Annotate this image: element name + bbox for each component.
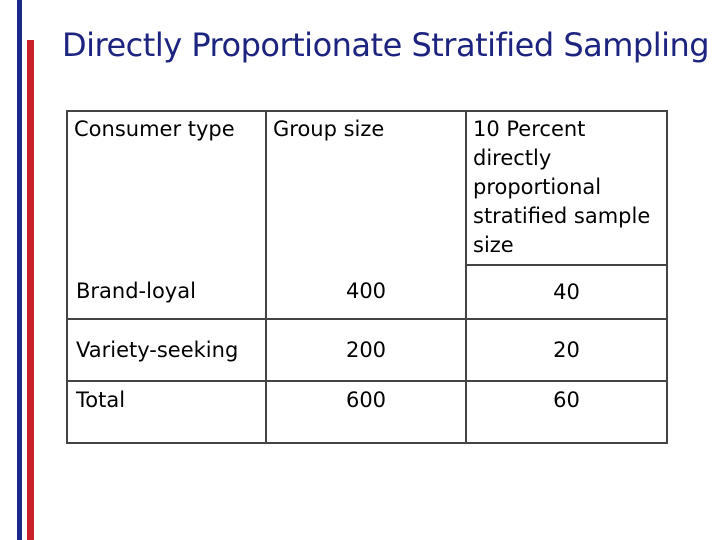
cell-sample-size: 60 [465,380,667,443]
table-row: Brand-loyal 400 40 [67,265,667,319]
cell-sample-size: 40 [465,265,667,319]
cell-group-size: 600 [265,380,466,443]
table-row: Variety-seeking 200 20 [67,318,667,381]
cell-consumer-type: Variety-seeking [67,318,266,381]
header-group-size: Group size [265,111,466,265]
cell-consumer-type: Brand-loyal [76,279,196,303]
table-header-row: Consumer type Group size 10 Percent dire… [67,111,667,266]
cell-group-size: 200 [265,318,466,381]
cell-group-size: 400 [265,265,466,319]
cell-consumer-type: Total [67,380,266,443]
table-row: Total 600 60 [67,380,667,443]
sampling-table: Consumer type Group size 10 Percent dire… [66,110,668,444]
header-consumer-type: Consumer type [74,117,235,141]
slide-title: Directly Proportionate Stratified Sampli… [62,26,710,64]
decorative-blue-bar [17,0,22,540]
decorative-red-bar [27,40,34,540]
header-sample-size: 10 Percent directly proportional stratif… [465,111,667,266]
cell-sample-size: 20 [465,318,667,381]
